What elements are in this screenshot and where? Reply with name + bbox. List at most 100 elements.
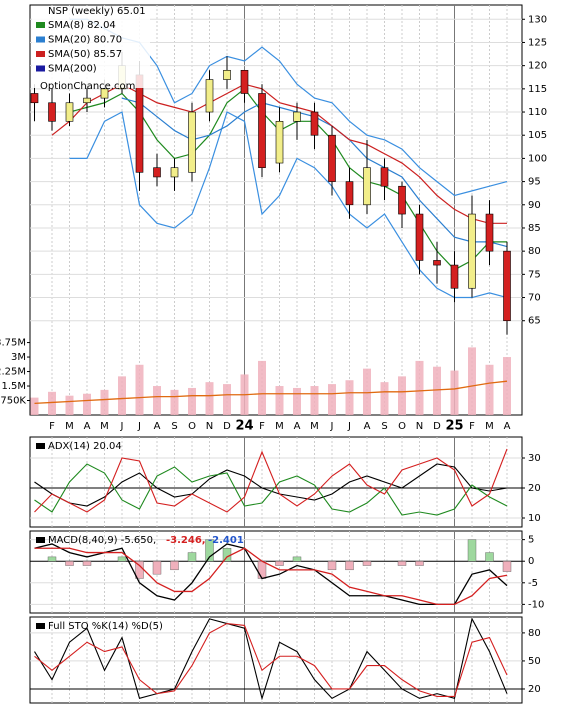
x-tick-label: O (188, 421, 196, 432)
volume-bar (118, 376, 126, 415)
candle-body (30, 93, 39, 104)
legend-label: -2.401 (208, 535, 244, 546)
histogram-bar (82, 561, 92, 566)
legend-label: SMA(200) (48, 64, 97, 75)
x-tick-label: N (416, 421, 423, 432)
x-tick-label: A (154, 421, 161, 432)
candle-body (205, 79, 214, 113)
volume-bar (468, 347, 476, 415)
legend-bg (32, 6, 150, 88)
volume-bar (275, 386, 284, 415)
y-tick-label: 80 (528, 628, 541, 639)
volume-bar (153, 386, 161, 415)
panel-frame (29, 436, 523, 528)
histogram-bar (275, 561, 284, 566)
x-tick-label: J (137, 421, 141, 432)
legend-label: SMA(20) 80.70 (48, 35, 122, 46)
histogram-bar (327, 561, 337, 571)
histogram-bar (292, 556, 302, 562)
histogram-bar (222, 548, 232, 562)
indicator-line (34, 617, 508, 701)
y-tick-label: 125 (528, 37, 547, 48)
indicator-line (34, 463, 508, 516)
histogram-bar (47, 556, 57, 562)
histogram-bar (170, 561, 179, 571)
x-tick-label: F (469, 421, 475, 432)
histogram-bar (257, 561, 267, 579)
volume-bar (30, 397, 39, 415)
volume-bar (223, 384, 231, 415)
histogram-bar (467, 539, 477, 562)
candle-body (275, 121, 284, 164)
volume-bar (503, 357, 511, 415)
candle-body (468, 213, 476, 289)
legend-swatch (36, 623, 45, 629)
y-tick-label: 115 (528, 84, 547, 95)
y-tick-label: 50 (528, 656, 541, 667)
panel-frame (29, 530, 523, 614)
y-tick-label: 110 (528, 107, 547, 118)
x-tick-label: A (504, 421, 511, 432)
volume-bar (170, 389, 179, 415)
legend-swatch (36, 537, 45, 543)
candle-body (415, 213, 424, 261)
x-tick-label: D (223, 421, 231, 432)
y-tick-label: 120 (528, 61, 547, 72)
volume-bar (380, 382, 389, 415)
histogram-bar (485, 552, 494, 562)
y-tick-label: 130 (528, 14, 547, 25)
candle-body (433, 260, 441, 266)
volume-bar (65, 395, 74, 415)
x-tick-label: M (485, 421, 494, 432)
candle-body (188, 111, 196, 173)
indicator-line (34, 622, 508, 698)
x-tick-label: F (259, 421, 265, 432)
x-tick-label: 25 (445, 419, 463, 434)
y-tick-label: 85 (528, 223, 541, 234)
candle-body (293, 111, 301, 122)
candle-body (310, 111, 319, 136)
volume-bar (450, 370, 459, 415)
histogram-bar (117, 556, 127, 562)
volume-bar (398, 376, 406, 415)
x-tick-label: A (364, 421, 371, 432)
x-tick-label: F (49, 421, 55, 432)
y-tick-label: -5 (528, 578, 538, 589)
legend-swatch (36, 443, 45, 449)
watermark: OptionChance.com (40, 81, 135, 92)
x-tick-label: 24 (235, 419, 253, 434)
candle-body (380, 167, 389, 187)
volume-bar (293, 387, 301, 415)
candle-body (363, 167, 371, 206)
x-tick-label: J (347, 421, 351, 432)
candle-body (153, 167, 161, 178)
volume-bar (310, 386, 319, 415)
panel-frame (29, 616, 523, 704)
candle-body (328, 134, 336, 182)
volume-bar (48, 391, 56, 415)
candle-body (135, 74, 144, 173)
x-tick-label: D (433, 421, 441, 432)
y-tick-label: 70 (528, 293, 541, 304)
histogram-bar (397, 561, 407, 566)
indicator-line (34, 448, 508, 513)
x-tick-label: S (171, 421, 177, 432)
candle-body (240, 69, 249, 94)
x-tick-label: A (294, 421, 301, 432)
histogram-bar (362, 561, 372, 566)
y-tick-label: 10 (528, 513, 541, 524)
x-tick-label: M (100, 421, 109, 432)
y-tick-label: 750K (0, 396, 26, 407)
candle-body (48, 102, 56, 122)
y-tick-label: 30 (528, 453, 541, 464)
volume-bar (345, 380, 354, 415)
volume-bar (100, 389, 109, 415)
y-tick-label: 1.5M (1, 381, 26, 392)
legend-label: ADX(14) 20.04 (48, 441, 122, 452)
volume-bar (188, 387, 196, 415)
histogram-bar (345, 561, 354, 571)
x-tick-label: J (120, 421, 124, 432)
indicator-line (34, 463, 508, 507)
legend-swatch (36, 22, 45, 28)
